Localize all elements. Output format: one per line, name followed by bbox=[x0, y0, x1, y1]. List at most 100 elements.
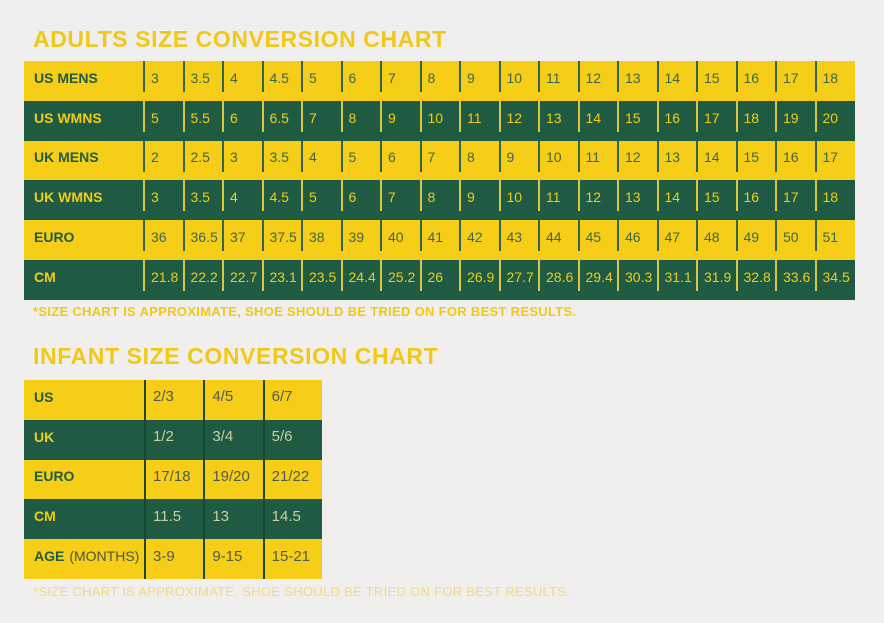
size-value-cell: 50 bbox=[775, 220, 816, 260]
size-value-cell: 6.5 bbox=[261, 100, 303, 141]
size-value-cell: 25.2 bbox=[380, 259, 421, 300]
size-value-cell: 12 bbox=[498, 100, 540, 141]
size-value-cell: 10 bbox=[419, 100, 461, 141]
row-header-cell: UK WMNS bbox=[24, 180, 144, 220]
size-value-cell: 6 bbox=[222, 100, 263, 141]
size-value-cell: 36 bbox=[143, 220, 184, 260]
size-value-cell: 3.5 bbox=[261, 140, 303, 181]
size-value-cell: 17 bbox=[775, 180, 816, 220]
size-value-cell: 17 bbox=[775, 61, 816, 101]
size-value-cell: 11 bbox=[538, 61, 579, 101]
row-header-cell: UK bbox=[24, 420, 144, 460]
size-value-cell: 3/4 bbox=[203, 419, 262, 460]
size-value-cell: 15 bbox=[735, 140, 777, 181]
table-row: CM 11.5 13 14.5 bbox=[24, 499, 322, 540]
size-value-cell: 14 bbox=[696, 140, 737, 181]
size-value-cell: 16 bbox=[735, 180, 777, 220]
size-value-cell: 1/2 bbox=[144, 419, 203, 460]
size-value-cell: 9 bbox=[498, 140, 540, 181]
row-header-cell: US bbox=[24, 380, 144, 420]
size-value-cell: 9-15 bbox=[203, 539, 262, 579]
size-value-cell: 37 bbox=[222, 220, 263, 260]
size-value-cell: 13 bbox=[617, 180, 658, 220]
table-row: EURO 36 36.5 37 37.5 38 39 40 41 42 43 44 45 46 47 48 49… bbox=[24, 220, 855, 260]
row-label: US MENS bbox=[34, 69, 98, 86]
table-row: UK 1/2 3/4 5/6 bbox=[24, 419, 322, 460]
size-value-cell: 44 bbox=[538, 220, 579, 260]
size-value-cell: 14 bbox=[656, 61, 698, 101]
size-value-cell: 15 bbox=[696, 180, 737, 220]
size-value-cell: 10 bbox=[498, 61, 540, 101]
size-value-cell: 40 bbox=[380, 220, 421, 260]
size-value-cell: 49 bbox=[735, 220, 777, 260]
size-value-cell: 21.8 bbox=[143, 259, 184, 300]
row-label: EURO bbox=[34, 468, 75, 485]
size-value-cell: 45 bbox=[577, 220, 619, 260]
size-value-cell: 31.9 bbox=[696, 259, 737, 300]
size-value-cell: 13 bbox=[538, 100, 579, 141]
size-value-cell: 16 bbox=[735, 61, 777, 101]
size-value-cell: 22.2 bbox=[182, 259, 224, 300]
size-value-cell: 6 bbox=[340, 180, 382, 220]
size-value-cell: 46 bbox=[617, 220, 658, 260]
size-value-cell: 17 bbox=[814, 140, 856, 181]
size-value-cell: 26 bbox=[419, 259, 461, 300]
size-value-cell: 16 bbox=[775, 140, 816, 181]
table-row: EURO 17/18 19/20 21/22 bbox=[24, 459, 322, 500]
size-value-cell: 29.4 bbox=[577, 259, 619, 300]
size-value-cell: 14.5 bbox=[262, 499, 322, 540]
row-label-suffix: (MONTHS) bbox=[69, 548, 140, 565]
row-label: AGE bbox=[34, 548, 65, 565]
size-value-cell: 18 bbox=[814, 180, 856, 220]
size-value-cell: 13 bbox=[617, 61, 658, 101]
row-header-cell: CM bbox=[24, 499, 144, 539]
size-value-cell: 3 bbox=[222, 140, 263, 181]
row-label: US bbox=[34, 388, 54, 405]
size-value-cell: 34.5 bbox=[814, 259, 856, 300]
size-value-cell: 5 bbox=[301, 61, 342, 101]
size-value-cell: 5 bbox=[143, 100, 184, 141]
size-value-cell: 9 bbox=[380, 100, 421, 141]
infant-chart-footnote: *SIZE CHART IS APPROXIMATE, SHOE SHOULD … bbox=[33, 584, 571, 599]
size-value-cell: 6 bbox=[340, 61, 382, 101]
size-value-cell: 16 bbox=[656, 100, 698, 141]
size-value-cell: 12 bbox=[577, 61, 619, 101]
size-value-cell: 30.3 bbox=[617, 259, 658, 300]
size-value-cell: 42 bbox=[459, 220, 500, 260]
size-value-cell: 47 bbox=[656, 220, 698, 260]
size-value-cell: 37.5 bbox=[261, 220, 303, 260]
size-value-cell: 32.8 bbox=[735, 259, 777, 300]
size-value-cell: 43 bbox=[498, 220, 540, 260]
size-value-cell: 4.5 bbox=[261, 180, 303, 220]
size-value-cell: 6/7 bbox=[262, 380, 322, 420]
table-row: UK MENS 2 2.5 3 3.5 4 5 6 7 8 9 10 11 12 13 14 15 16 17 bbox=[24, 140, 856, 181]
row-header-cell: CM bbox=[24, 260, 144, 300]
size-value-cell: 4 bbox=[222, 61, 263, 101]
size-value-cell: 12 bbox=[577, 180, 619, 220]
table-row: UK WMNS 3 3.5 4 4.5 5 6 7 8 9 10 11 12 13 14 15 16 17 18 bbox=[24, 180, 856, 221]
adults-chart-title: ADULTS SIZE CONVERSION CHART bbox=[33, 26, 447, 52]
size-value-cell: 51 bbox=[814, 220, 856, 260]
size-value-cell: 11 bbox=[459, 100, 500, 141]
size-value-cell: 17 bbox=[696, 100, 737, 141]
size-value-cell: 3.5 bbox=[182, 61, 224, 101]
size-value-cell: 8 bbox=[419, 61, 461, 101]
size-value-cell: 11.5 bbox=[144, 499, 203, 540]
size-value-cell: 23.1 bbox=[261, 259, 303, 300]
size-value-cell: 24.4 bbox=[340, 259, 382, 300]
size-value-cell: 5/6 bbox=[262, 419, 322, 460]
size-value-cell: 19 bbox=[775, 100, 816, 141]
size-value-cell: 21/22 bbox=[262, 459, 322, 500]
table-row: AGE (MONTHS) 3-9 9-15 15-21 bbox=[24, 539, 322, 579]
row-header-cell: EURO bbox=[24, 220, 144, 260]
size-value-cell: 15 bbox=[617, 100, 658, 141]
size-value-cell: 19/20 bbox=[203, 459, 262, 500]
size-value-cell: 8 bbox=[459, 140, 500, 181]
table-row: US WMNS 5 5.5 6 6.5 7 8 9 10 11 12 13 14 15 16 17 18 19 20 bbox=[24, 100, 855, 141]
row-label: EURO bbox=[34, 229, 75, 246]
row-header-cell: AGE (MONTHS) bbox=[24, 539, 144, 579]
size-value-cell: 3-9 bbox=[144, 539, 203, 579]
row-header-cell: EURO bbox=[24, 460, 144, 500]
size-value-cell: 15-21 bbox=[262, 539, 322, 579]
